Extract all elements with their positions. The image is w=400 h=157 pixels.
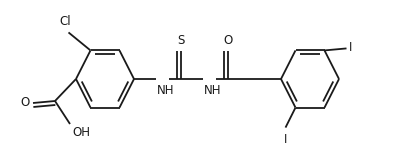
Text: NH: NH	[157, 84, 174, 97]
Text: O: O	[21, 97, 30, 109]
Text: NH: NH	[204, 84, 222, 97]
Text: S: S	[177, 34, 185, 47]
Text: Cl: Cl	[60, 15, 71, 28]
Text: I: I	[284, 133, 287, 146]
Text: O: O	[223, 34, 233, 47]
Text: OH: OH	[72, 126, 90, 139]
Text: I: I	[348, 41, 352, 54]
